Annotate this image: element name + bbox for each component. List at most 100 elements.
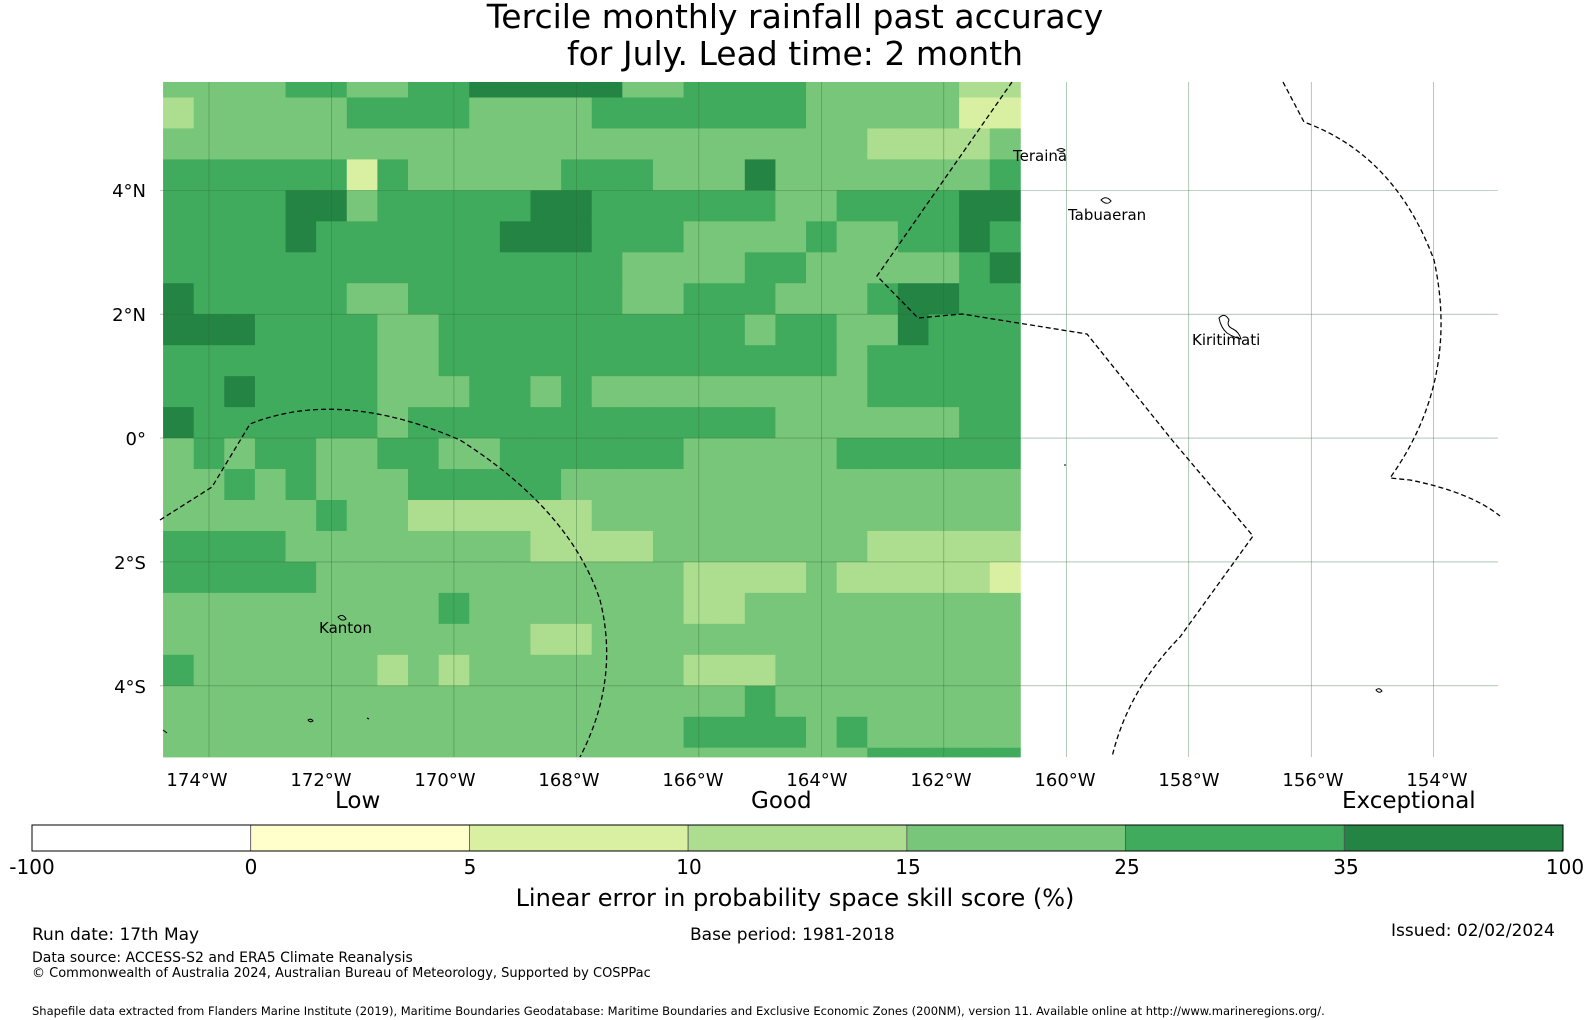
skill-cell: [897, 252, 929, 284]
skill-cell: [346, 685, 378, 718]
skill-cell: [836, 314, 868, 346]
skill-cell: [744, 82, 776, 98]
skill-cell: [775, 623, 807, 656]
skill-cell: [775, 97, 807, 129]
skill-cell: [836, 159, 868, 191]
skill-cell: [377, 82, 409, 98]
skill-cell: [163, 623, 195, 656]
skill-cell: [652, 97, 684, 129]
kanton-island-shape: [337, 614, 347, 621]
skill-cell: [897, 407, 929, 439]
place-label-kiritimati: Kiritimati: [1192, 331, 1261, 349]
skill-cell: [224, 500, 256, 532]
skill-cell: [377, 97, 409, 129]
skill-cell: [408, 747, 440, 758]
skill-cell: [989, 190, 1021, 222]
skill-cell: [163, 438, 195, 470]
colorbar-tick-label: 25: [1114, 855, 1140, 879]
skill-cell: [224, 345, 256, 377]
skill-cell: [346, 221, 378, 253]
skill-cell: [867, 376, 899, 408]
skill-cell: [867, 345, 899, 377]
skill-cell: [959, 469, 991, 501]
skill-cell: [652, 438, 684, 470]
skill-cell: [530, 376, 562, 408]
skill-cell: [499, 221, 531, 253]
skill-cell: [989, 159, 1021, 191]
skill-cell: [377, 561, 409, 594]
skill-cell: [622, 500, 654, 532]
skill-cell: [163, 283, 195, 315]
skill-cell: [346, 469, 378, 501]
skill-cell: [897, 561, 929, 594]
skill-cell: [714, 438, 746, 470]
skill-cell: [530, 623, 562, 656]
skill-cell: [377, 685, 409, 718]
skill-cell: [989, 561, 1021, 594]
skill-cell: [591, 221, 623, 253]
skill-cell: [254, 469, 286, 501]
issued-date: Issued: 02/02/2024: [1391, 921, 1555, 941]
skill-cell: [622, 97, 654, 129]
skill-cell: [224, 654, 256, 687]
lon-label: 170°W: [414, 770, 476, 791]
colorbar-tick-label: 10: [676, 855, 702, 879]
skill-cell: [775, 438, 807, 470]
skill-cell: [285, 82, 317, 98]
colorbar-frame: [31, 824, 1564, 852]
skill-cell: [163, 128, 195, 160]
skill-cell: [989, 747, 1021, 758]
skill-cell: [377, 283, 409, 315]
place-label-teraina: Teraina: [1013, 147, 1068, 165]
skill-cell: [377, 469, 409, 501]
skill-cell: [714, 314, 746, 346]
skill-cell: [530, 252, 562, 284]
skill-cell: [346, 314, 378, 346]
skill-cell: [959, 221, 991, 253]
skill-cell: [744, 190, 776, 222]
skill-cell: [499, 500, 531, 532]
skill-cell: [224, 407, 256, 439]
skill-cell: [836, 221, 868, 253]
skill-cell: [959, 283, 991, 315]
skill-cell: [469, 685, 501, 718]
lon-label: 166°W: [662, 770, 724, 791]
skill-cell: [377, 190, 409, 222]
skill-cell: [224, 623, 256, 656]
skill-cell: [499, 407, 531, 439]
skill-cell: [469, 716, 501, 749]
skill-cell: [622, 82, 654, 98]
skill-cell: [285, 438, 317, 470]
skill-cell: [530, 128, 562, 160]
lat-label: 4°S: [114, 677, 146, 698]
skill-cell: [346, 190, 378, 222]
skill-cell: [499, 283, 531, 315]
skill-cell: [408, 407, 440, 439]
skill-cell: [469, 530, 501, 563]
skill-cell: [254, 592, 286, 625]
skill-cell: [285, 345, 317, 377]
eez-boundaries: [159, 81, 1501, 758]
skill-cell: [836, 345, 868, 377]
skill-cell: [714, 252, 746, 284]
skill-cell: [499, 376, 531, 408]
skill-cell: [836, 592, 868, 625]
skill-cell: [867, 438, 899, 470]
skill-cell: [285, 654, 317, 687]
skill-cell: [285, 252, 317, 284]
skill-cell: [408, 469, 440, 501]
skill-cell: [163, 345, 195, 377]
skill-cell: [254, 97, 286, 129]
colorbar-swatch: [1125, 824, 1345, 852]
skill-cell: [346, 561, 378, 594]
skill-cell: [622, 654, 654, 687]
skill-cell: [714, 716, 746, 749]
skill-cell: [591, 469, 623, 501]
skill-cell: [469, 252, 501, 284]
skill-cell: [867, 561, 899, 594]
skill-cell: [377, 530, 409, 563]
skill-cell: [867, 314, 899, 346]
skill-cell: [744, 345, 776, 377]
skill-cell: [989, 469, 1021, 501]
skill-cell: [285, 221, 317, 253]
